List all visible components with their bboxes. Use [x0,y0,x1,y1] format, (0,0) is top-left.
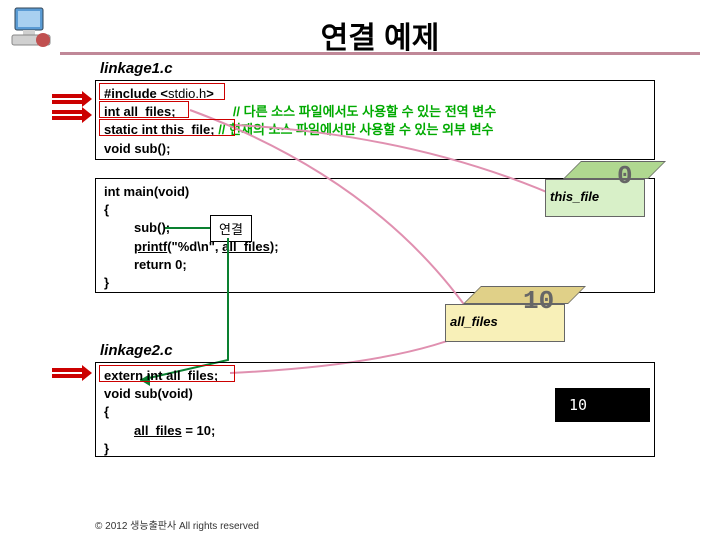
page-title: 연결 예제 [321,13,440,57]
code-text: ); [270,239,279,254]
arrow-icon [52,366,92,380]
highlight-box [99,119,235,136]
code-text: sub(); [134,220,170,235]
highlight-box [99,365,235,382]
cube-all-files: all_files 10 [445,290,575,350]
file1-label: linkage1.c [100,60,173,77]
computer-icon [10,5,55,50]
output-box: 10 [555,388,650,422]
cube-label: all_files [450,314,498,329]
code-text: all_files [134,423,182,438]
arrow-icon [52,108,92,122]
code-text: 0; [172,257,187,272]
code-text: { [104,404,109,419]
code-comment: // 현재의 소스 파일에서만 사용할 수 있는 외부 변수 [218,122,493,137]
highlight-box [99,101,189,118]
cube-value: 10 [523,286,554,316]
callout-label: 연결 [210,215,252,242]
title-bar: 연결 예제 [60,5,700,55]
code-text: void sub(); [104,141,170,156]
cube-this-file: this_file 0 [545,165,655,225]
code-text: printf [134,239,167,254]
code-text: { [104,202,109,217]
code-text: void sub(void) [104,386,193,401]
code-text: } [104,275,109,290]
file2-label: linkage2.c [100,342,173,359]
code-text: return [134,257,172,272]
code-text: main(void) [124,184,190,199]
code-text: } [104,441,109,456]
code-comment: // 다른 소스 파일에서도 사용할 수 있는 전역 변수 [233,104,496,119]
code-text: int [104,184,120,199]
cube-value: 0 [617,161,633,191]
arrow-icon [52,92,92,106]
footer-text: © 2012 생능출판사 All rights reserved [95,517,259,532]
cube-label: this_file [550,189,599,204]
highlight-box [99,83,225,100]
code-text: = 10; [182,423,216,438]
